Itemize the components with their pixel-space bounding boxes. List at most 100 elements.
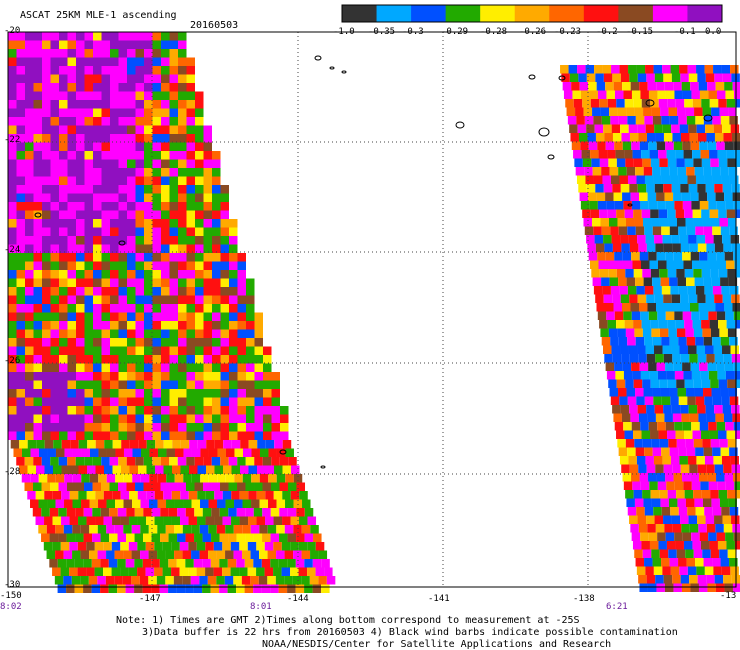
data-cell [220,457,229,466]
data-cell [730,65,739,74]
data-cell [660,498,669,507]
data-cell [24,482,34,491]
data-cell [33,168,42,177]
data-cell [227,584,237,593]
data-cell [135,40,144,49]
data-cell [687,396,696,405]
data-cell [250,525,260,534]
data-cell [630,192,640,201]
data-cell [263,431,272,440]
data-cell [701,490,711,499]
data-cell [109,457,119,466]
data-cell [84,185,93,194]
data-cell [212,168,221,177]
data-cell [229,219,238,228]
data-cell [8,125,17,134]
data-cell [648,422,658,431]
data-cell [129,516,138,525]
data-cell [676,549,686,558]
data-cell [135,125,144,134]
data-cell [169,304,178,313]
data-cell [42,346,51,355]
data-cell [657,90,666,99]
data-cell [707,192,716,201]
data-cell [140,550,149,559]
data-cell [245,508,254,517]
data-cell [135,244,144,253]
data-cell [600,218,609,227]
data-cell [211,508,220,517]
data-cell [254,363,263,372]
data-cell [284,576,293,585]
data-cell [712,116,721,125]
data-cell [656,583,665,592]
data-cell [50,32,59,41]
data-cell [50,270,59,279]
data-cell [659,549,669,558]
data-cell [726,209,736,218]
data-cell [608,218,618,227]
data-cell [729,286,739,295]
data-cell [680,354,690,363]
data-cell [225,474,235,483]
data-cell [118,244,127,253]
data-cell [152,159,161,168]
data-cell [25,83,34,92]
data-cell [42,423,51,432]
data-cell [213,542,223,551]
data-cell [93,151,102,160]
data-cell [152,278,161,287]
island-outline [627,203,633,207]
data-cell [220,338,229,347]
data-cell [127,219,136,228]
data-cell [212,202,221,211]
data-cell [601,226,611,235]
data-cell [76,244,85,253]
data-cell [242,474,252,483]
data-cell [33,125,42,134]
data-cell [714,354,724,363]
data-cell [697,464,707,473]
data-cell [117,584,126,593]
data-cell [274,440,283,449]
data-cell [614,311,624,320]
data-cell [214,440,224,449]
data-cell [712,226,721,235]
island-outline [279,449,287,455]
data-cell [161,83,170,92]
data-cell [577,65,586,74]
data-cell [53,440,62,449]
data-cell [67,312,76,321]
data-cell [131,525,141,534]
data-cell [76,312,85,321]
data-cell [712,175,722,184]
data-cell [118,312,127,321]
data-cell [735,320,740,329]
data-cell [154,567,163,576]
data-cell [152,397,161,406]
data-cell [190,576,200,585]
data-cell [169,227,178,236]
data-cell [178,49,187,58]
data-cell [684,158,694,167]
data-cell [8,40,17,49]
data-cell [734,481,740,490]
data-cell [140,499,150,508]
data-cell [186,270,195,279]
data-cell [659,158,668,167]
data-cell [668,107,678,116]
data-cell [118,295,127,304]
data-cell [701,430,710,439]
data-cell [704,65,714,74]
data-cell [212,423,221,432]
data-cell [42,312,51,321]
data-cell [715,82,725,91]
data-cell [709,150,718,159]
data-cell [263,355,272,364]
data-cell [161,346,170,355]
data-cell [101,389,110,398]
data-cell [159,584,169,593]
data-cell [195,380,204,389]
data-cell [667,209,676,218]
data-cell [178,159,187,168]
